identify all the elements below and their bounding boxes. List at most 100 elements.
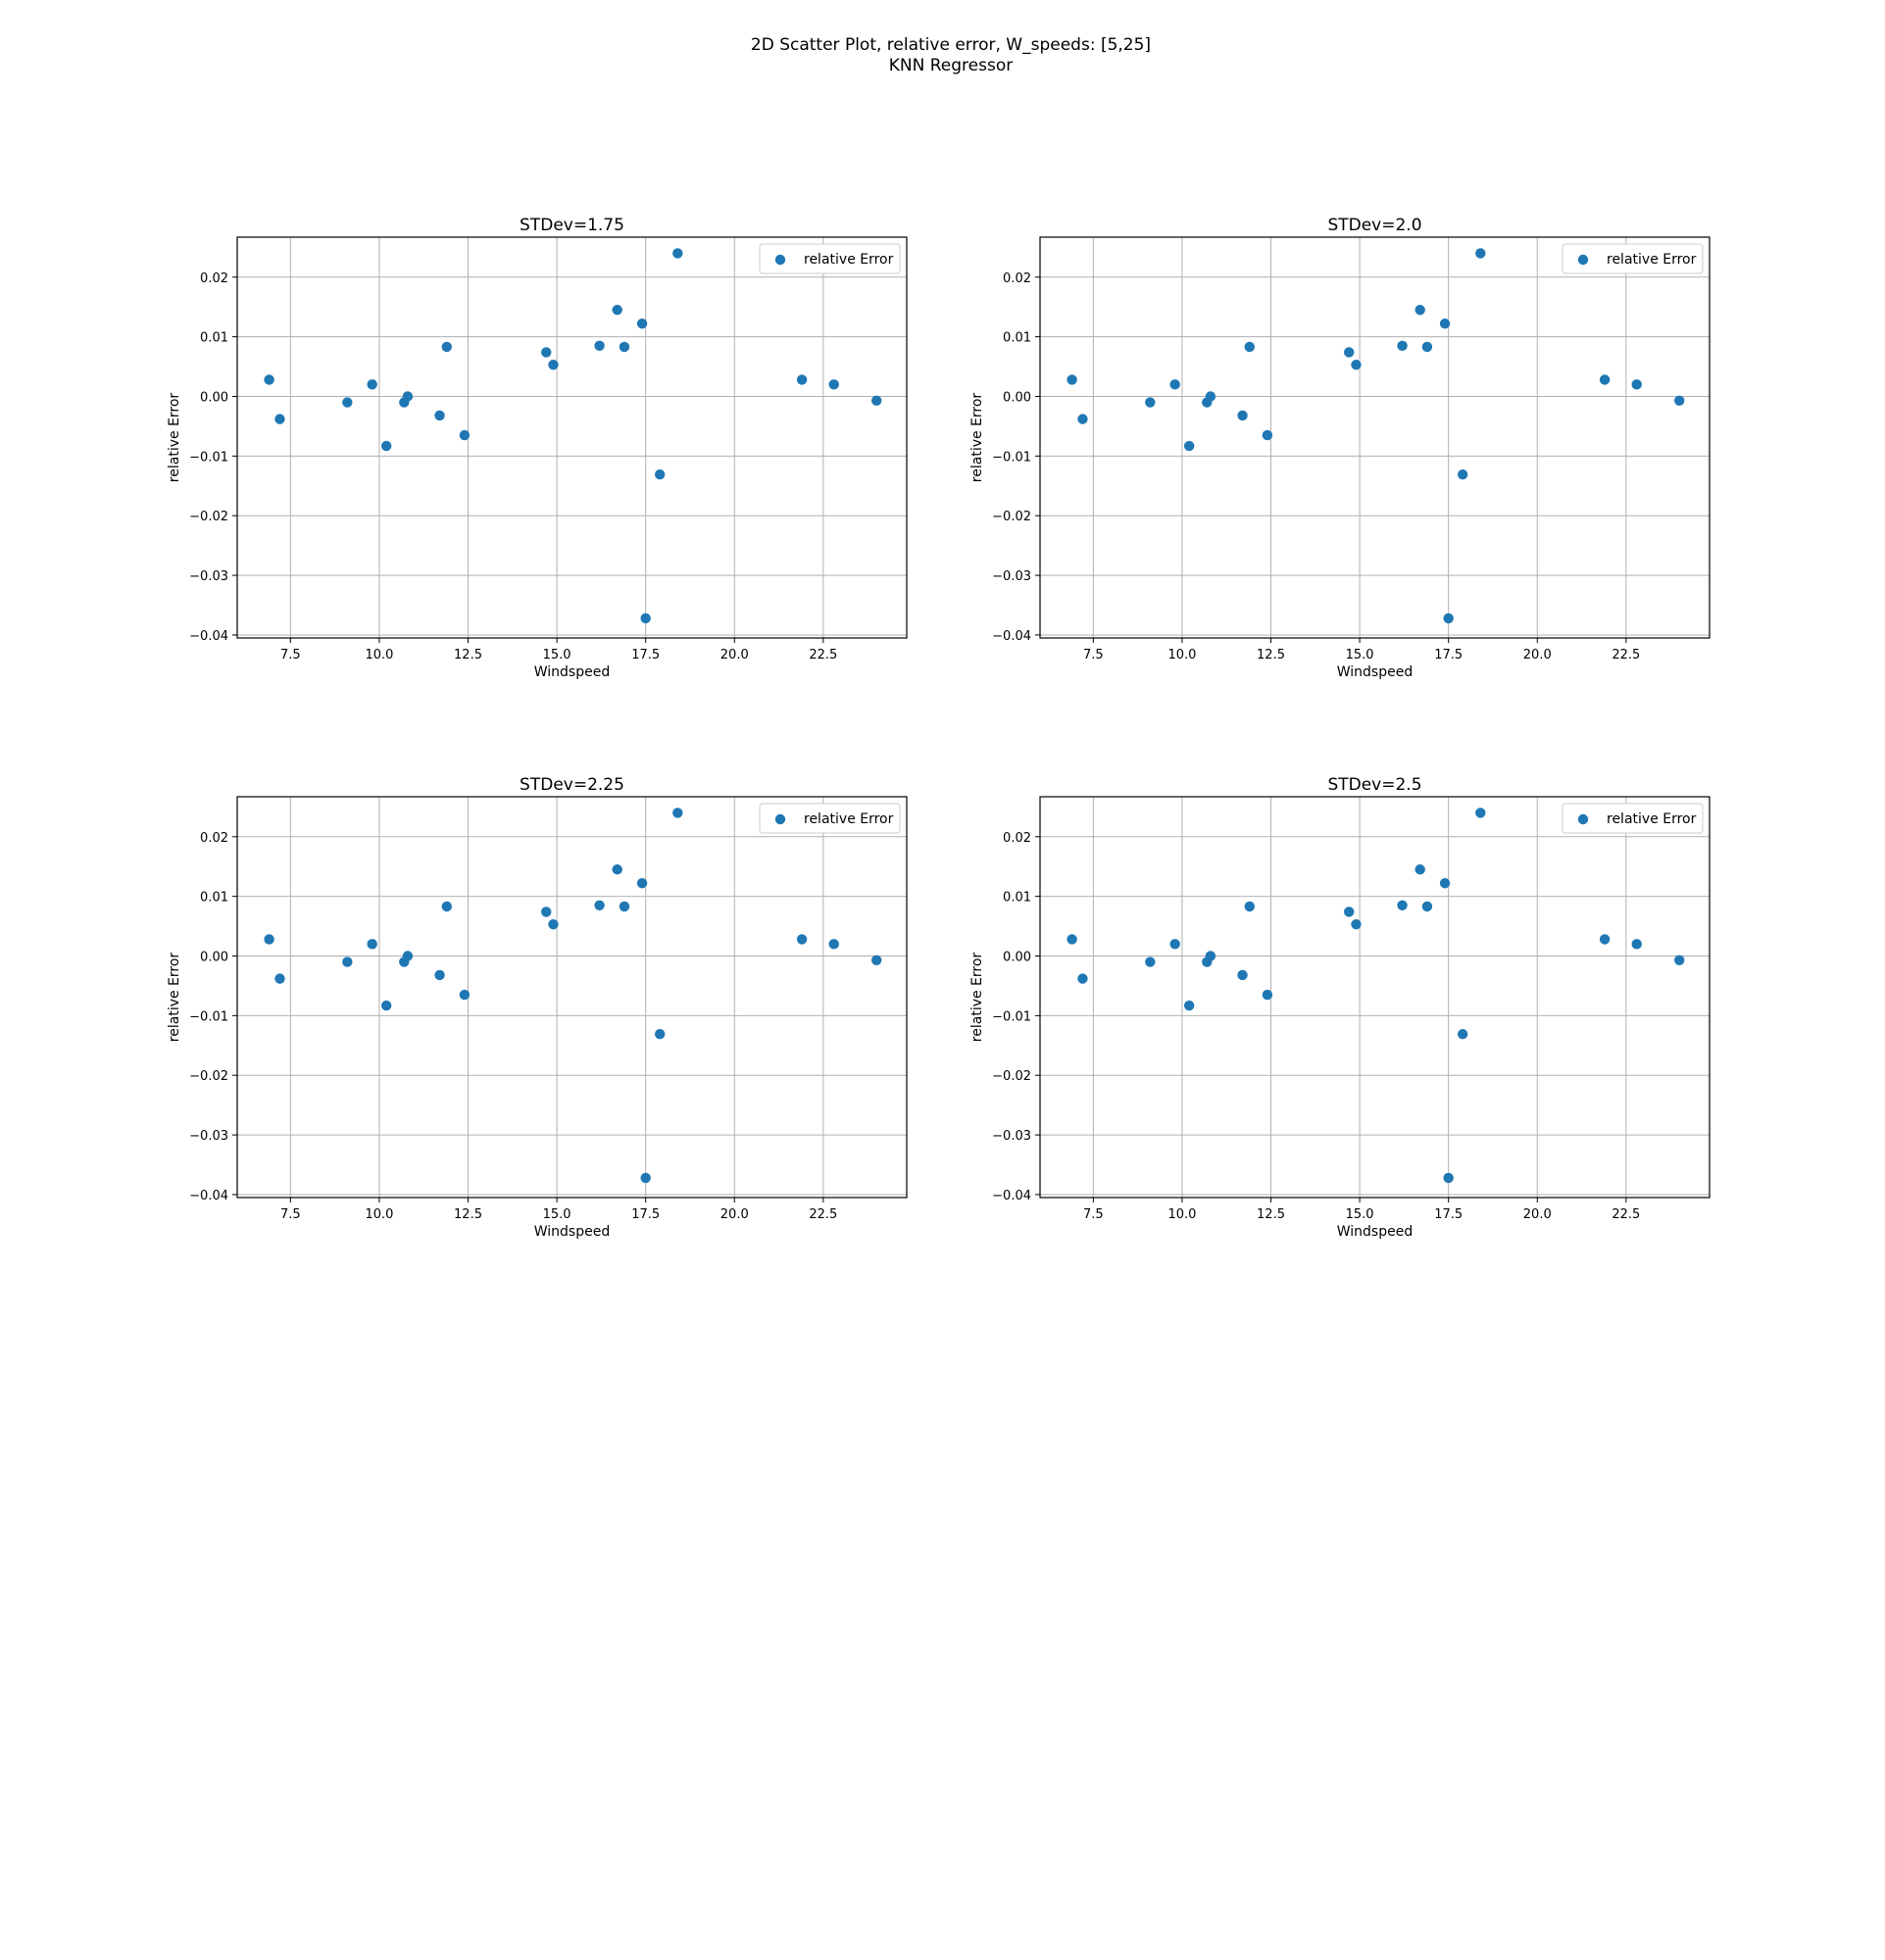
data-point (264, 374, 274, 385)
subplot-2: 7.5 10.0 12.5 15.0 17.5 20.0 22.5 0.02 0.01 0.00 −… (969, 216, 1711, 680)
y-tick-label: 0.02 (200, 271, 228, 286)
legend-frame (759, 243, 901, 274)
axes-frame (236, 236, 908, 639)
legend: relative Error (1562, 243, 1704, 274)
data-point (1475, 248, 1486, 259)
axes-frame (236, 796, 908, 1199)
x-tick-label: 10.0 (1167, 1207, 1196, 1222)
suptitle-line-1: 2D Scatter Plot, relative error, W_speed… (750, 35, 1152, 55)
data-point (1237, 969, 1248, 981)
data-point (434, 969, 445, 981)
x-tick-label: 17.5 (1434, 1207, 1463, 1222)
data-point (612, 305, 622, 316)
y-tick-label: −0.01 (189, 1009, 228, 1024)
legend-label: relative Error (804, 811, 894, 827)
data-point (636, 318, 648, 329)
data-point (1443, 1172, 1454, 1184)
x-tick-label: 20.0 (720, 648, 749, 662)
data-point (380, 440, 392, 452)
data-point (672, 248, 683, 259)
legend-label: relative Error (1607, 252, 1697, 268)
x-tick-label: 12.5 (1257, 1207, 1285, 1222)
data-point (871, 955, 882, 965)
y-tick-label: −0.03 (189, 1129, 228, 1144)
data-point (367, 939, 377, 950)
data-point (1183, 1000, 1195, 1011)
x-tick-label: 10.0 (1167, 648, 1196, 662)
y-tick-label: 0.02 (1003, 831, 1031, 846)
legend-marker (1577, 254, 1589, 266)
x-tick-label: 15.0 (543, 1207, 571, 1222)
data-point (1067, 934, 1077, 945)
data-point (619, 901, 630, 912)
legend: relative Error (759, 243, 901, 274)
data-point (548, 919, 559, 930)
data-point (1674, 395, 1685, 406)
y-tick-label: −0.04 (189, 1189, 228, 1203)
legend-marker (1577, 813, 1589, 825)
figure-suptitle: 2D Scatter Plot, relative error, W_speed… (0, 35, 1885, 76)
y-axis-label: relative Error (167, 953, 182, 1043)
y-axis-label: relative Error (167, 393, 182, 483)
data-point (1631, 939, 1642, 950)
legend-label: relative Error (1607, 811, 1697, 827)
data-point (654, 469, 666, 480)
y-tick-label: −0.03 (992, 1129, 1031, 1144)
data-point (459, 989, 471, 1001)
data-point (1205, 951, 1216, 961)
y-tick-label: 0.02 (1003, 271, 1031, 286)
data-point (1443, 612, 1454, 624)
data-point (1169, 939, 1180, 950)
data-point (1457, 1029, 1468, 1040)
x-tick-label: 22.5 (1612, 1207, 1640, 1222)
data-point (594, 900, 605, 910)
data-point (796, 934, 808, 945)
data-point (1351, 360, 1362, 370)
data-point (459, 429, 471, 441)
x-tick-label: 17.5 (1434, 648, 1463, 662)
data-point (1475, 808, 1486, 818)
data-point (1183, 440, 1195, 452)
data-point (619, 341, 630, 353)
data-point (1397, 340, 1408, 351)
y-tick-label: 0.00 (200, 391, 228, 406)
data-point (1244, 901, 1255, 912)
x-tick-label: 22.5 (809, 1207, 837, 1222)
data-point (672, 808, 683, 818)
x-tick-label: 20.0 (1523, 648, 1552, 662)
data-point (1631, 379, 1642, 390)
data-point (1262, 989, 1273, 1001)
subplot-3: 7.5 10.0 12.5 15.0 17.5 20.0 22.5 0.02 0.01 0.00 −… (167, 775, 908, 1240)
legend-frame (759, 803, 901, 834)
data-point (541, 347, 552, 358)
data-point (441, 341, 452, 353)
x-tick-label: 12.5 (454, 648, 482, 662)
y-tick-label: −0.02 (992, 1069, 1031, 1084)
y-tick-label: −0.03 (189, 569, 228, 584)
x-tick-label: 15.0 (1346, 1207, 1374, 1222)
x-tick-label: 20.0 (1523, 1207, 1552, 1222)
x-axis-label: Windspeed (1337, 664, 1413, 680)
x-tick-label: 7.5 (280, 1207, 301, 1222)
legend-frame (1562, 243, 1704, 274)
data-point (402, 391, 414, 402)
data-point (1414, 864, 1425, 875)
data-point (342, 397, 353, 408)
legend-marker (774, 813, 786, 825)
legend: relative Error (1562, 803, 1704, 834)
subplot-title: STDev=2.0 (1327, 216, 1421, 235)
data-point (654, 1029, 666, 1040)
legend: relative Error (759, 803, 901, 834)
data-point (1077, 414, 1088, 424)
subplot-4: 7.5 10.0 12.5 15.0 17.5 20.0 22.5 0.02 0.01 0.00 −… (969, 775, 1711, 1240)
data-point (1244, 341, 1255, 353)
x-tick-label: 7.5 (1083, 648, 1104, 662)
data-point (434, 410, 445, 421)
x-tick-label: 15.0 (1346, 648, 1374, 662)
data-point (612, 864, 622, 875)
x-tick-label: 15.0 (543, 648, 571, 662)
data-point (1397, 900, 1408, 910)
data-point (828, 939, 839, 950)
y-tick-label: 0.02 (200, 831, 228, 846)
data-point (1344, 906, 1355, 917)
